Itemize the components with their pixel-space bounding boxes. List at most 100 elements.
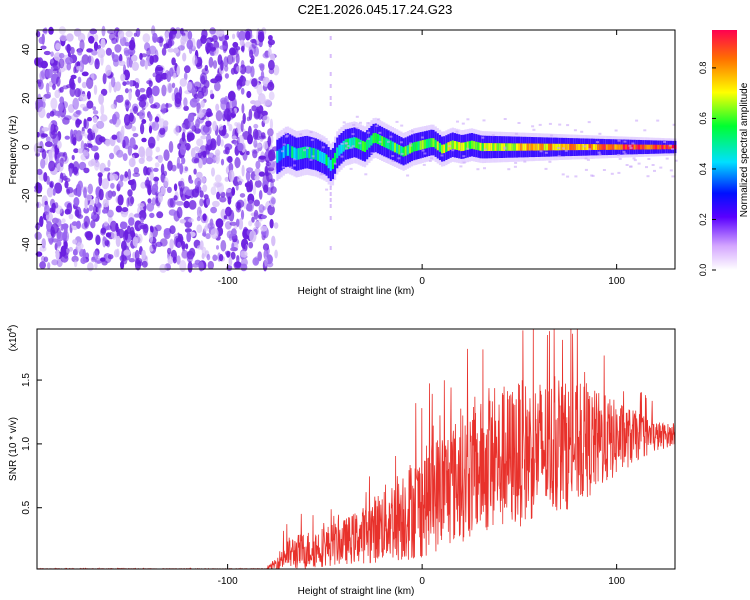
- spectrogram-noise-cell: [210, 93, 215, 100]
- spectrogram-noise-cell: [193, 93, 198, 100]
- spectrogram-noise-cell: [83, 207, 90, 214]
- spectrogram-dropout-cell: [329, 216, 332, 220]
- spectrogram-speck: [400, 124, 404, 127]
- spectrogram-noise-cell: [230, 251, 236, 260]
- snr-x-label: Height of straight line (km): [298, 586, 415, 597]
- spectrogram-speck: [653, 169, 656, 172]
- spectrogram-noise-cell: [159, 238, 168, 247]
- spectrogram-noise-cell: [153, 176, 160, 182]
- spectrogram-core-cell: [601, 144, 604, 150]
- spectrogram-core-cell: [338, 144, 341, 156]
- spectrogram-noise-cell: [186, 231, 192, 243]
- spectrogram-noise-cell: [141, 137, 147, 143]
- spectrogram-noise-cell: [76, 109, 82, 116]
- spectrogram-noise-cell: [258, 63, 265, 69]
- spectrogram-speck: [377, 118, 381, 121]
- spectrogram-speck: [583, 145, 587, 148]
- spectrogram-noise-cell: [167, 256, 174, 265]
- spectrogram-noise-cell: [66, 62, 72, 71]
- spectrogram-core-cell: [297, 148, 300, 160]
- spectrogram-speck: [574, 175, 578, 178]
- spectrogram-noise-cell: [141, 119, 147, 124]
- spectrogram-noise-cell: [122, 81, 127, 86]
- spectrogram-noise-cell: [156, 211, 164, 219]
- spectrogram-noise-cell: [151, 121, 160, 131]
- spectrogram-noise-cell: [119, 174, 124, 182]
- spectrogram-noise-cell: [94, 58, 100, 70]
- spectrogram-noise-cell: [58, 52, 65, 59]
- spectrogram-core-cell: [304, 146, 307, 158]
- spectrogram-noise-cell: [252, 149, 258, 159]
- spectrogram-noise-cell: [193, 168, 197, 175]
- spectrogram-noise-cell: [215, 218, 224, 229]
- spectrogram-noise-cell: [251, 38, 257, 49]
- spectrogram-noise-cell: [201, 68, 209, 75]
- spectrogram-noise-cell: [115, 205, 123, 213]
- spectrogram-noise-cell: [105, 190, 113, 201]
- spectrogram-core-cell: [479, 142, 482, 151]
- snr-x-tick-label: -100: [218, 576, 238, 587]
- spectrogram-noise-cell: [211, 35, 218, 43]
- spectrogram-noise-cell: [212, 254, 218, 262]
- spectrogram-y-ticks: 40 20 0 -20 -40: [21, 44, 42, 252]
- spectrogram-noise-cell: [55, 42, 61, 51]
- spectrogram-noise-cell: [187, 261, 193, 273]
- spectrogram-noise-cell: [176, 65, 181, 76]
- spectrogram-core-cell: [642, 144, 645, 150]
- spectrogram-noise-cell: [193, 81, 202, 90]
- spectrogram-core-cell: [387, 139, 390, 150]
- spectrogram-noise-cell: [191, 188, 200, 198]
- spectrogram-speck: [558, 123, 562, 126]
- spectrogram-noise-cell: [188, 120, 195, 130]
- spectrogram-speck: [309, 158, 313, 161]
- spectrogram-noise-cell: [167, 198, 174, 208]
- spectrogram-noise-cell: [199, 198, 204, 207]
- spectrogram-noise-cell: [235, 184, 239, 191]
- spectrogram-noise-cell: [203, 194, 209, 200]
- spectrogram-core-cell: [612, 144, 615, 150]
- spectrogram-core-cell: [665, 144, 668, 150]
- spectrogram-speck: [333, 162, 337, 165]
- spectrogram-core-cell: [528, 143, 531, 151]
- spectrogram-noise-cell: [41, 149, 47, 160]
- spectrogram-noise-cell: [92, 116, 98, 123]
- spectrogram-speck: [643, 129, 647, 132]
- spectrogram-speck: [538, 123, 542, 126]
- spectrogram-noise-cell: [159, 263, 167, 273]
- spectrogram-noise-cell: [169, 27, 177, 39]
- spectrogram-speck: [292, 158, 296, 161]
- spectrogram-noise-cell: [98, 136, 106, 143]
- spectrogram-speck: [421, 149, 425, 152]
- spectrogram-core-cell: [637, 144, 640, 150]
- spectrogram-core-cell: [468, 141, 471, 150]
- spectrogram-speck: [311, 155, 315, 158]
- spectrogram-core-cell: [607, 144, 611, 150]
- spectrogram-noise-cell: [41, 238, 46, 249]
- spectrogram-noise-cell: [273, 222, 279, 229]
- spectrogram-noise-cell: [148, 125, 153, 134]
- spectrogram-core-cell: [389, 140, 392, 151]
- spectrogram-noise-cell: [220, 158, 225, 166]
- spectrogram-core-cell: [481, 143, 484, 152]
- spectrogram-noise-cell: [148, 45, 157, 55]
- spectrogram-noise-cell: [121, 207, 129, 213]
- spectrogram-noise-cell: [111, 134, 118, 140]
- spectrogram-core-cell: [605, 144, 608, 150]
- spectrogram-noise-cell: [44, 200, 48, 206]
- spectrogram-noise-cell: [167, 48, 175, 53]
- spectrogram-noise-cell: [84, 231, 92, 239]
- spectrogram-core-cell: [614, 144, 617, 150]
- spectrogram-speck: [573, 129, 577, 132]
- spectrogram-noise-cell: [42, 96, 46, 103]
- spectrogram-noise-cell: [93, 205, 97, 215]
- spectrogram-core-cell: [492, 143, 495, 151]
- spectrogram-noise-cell: [107, 254, 114, 260]
- spectrogram-noise-cell: [187, 113, 195, 123]
- spectrogram-noise-cell: [135, 89, 141, 98]
- spectrogram-noise-cell: [267, 254, 273, 263]
- spectrogram-noise-cell: [243, 198, 247, 209]
- spectrogram-core-cell: [565, 143, 568, 151]
- spectrogram-speck: [411, 130, 414, 133]
- spectrogram-noise-cell: [60, 245, 67, 257]
- snr-y-tick-label: 0.5: [21, 500, 32, 514]
